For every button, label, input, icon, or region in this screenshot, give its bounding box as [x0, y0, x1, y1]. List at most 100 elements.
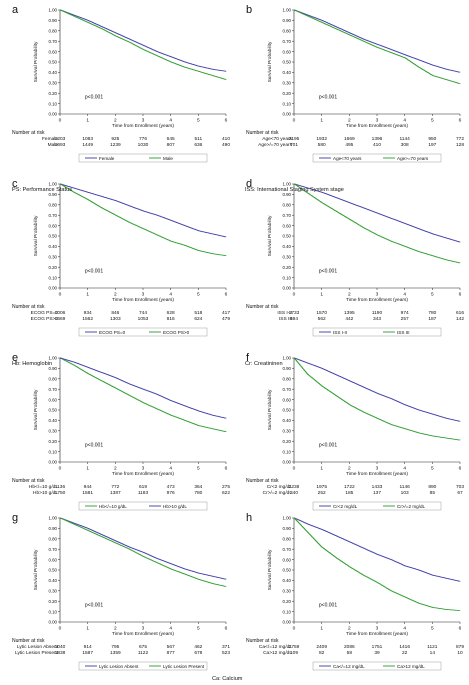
y-tick-label: 0.00: [48, 112, 57, 117]
risk-row-value: 1562: [82, 316, 93, 322]
risk-row-value: 511: [195, 136, 203, 142]
series-2-curve: [60, 517, 227, 587]
risk-row-value: 1722: [344, 484, 355, 490]
series-1-curve: [294, 517, 461, 582]
x-tick-label: 3: [142, 118, 145, 124]
x-tick-label: 5: [431, 118, 434, 124]
series-1-curve: [60, 183, 227, 238]
legend-label: Age>=70 years: [397, 156, 429, 161]
risk-row-label: Lytic Lesion Absent: [17, 644, 59, 650]
y-tick-label: 0.60: [48, 223, 57, 228]
legend: [312, 501, 442, 511]
risk-row-value: 1030: [138, 142, 149, 148]
risk-row-value: 67: [457, 490, 463, 496]
x-tick-label: 1: [86, 626, 89, 632]
y-tick-label: 0.40: [48, 70, 57, 75]
y-tick-label: 0.30: [282, 81, 291, 86]
risk-row-value: 1669: [344, 136, 355, 142]
risk-row-value: 636: [194, 142, 202, 148]
series-1-curve: [294, 183, 461, 243]
risk-row-label: ECOG PS>0: [31, 316, 59, 322]
y-tick-label: 0.50: [282, 568, 291, 573]
x-tick-label: 2: [114, 118, 117, 124]
y-tick-label: 0.90: [282, 366, 291, 371]
series-1-curve: [294, 357, 461, 422]
x-tick-label: 5: [197, 626, 200, 632]
risk-row-label: Hb>10 g/dL: [33, 490, 58, 496]
y-axis-label: Survival Probability: [267, 215, 273, 256]
y-tick-label: 0.60: [282, 223, 291, 228]
risk-row-value: 1239: [110, 142, 121, 148]
risk-row-value: 410: [222, 136, 230, 142]
y-tick-label: 0.50: [48, 408, 57, 413]
y-tick-label: 0.20: [282, 439, 291, 444]
y-tick-label: 0.90: [282, 526, 291, 531]
risk-row-label: Female: [42, 136, 58, 142]
series-2-curve: [60, 183, 227, 256]
x-axis-label: Time from Enrollment (years): [346, 123, 408, 129]
legend: [78, 501, 208, 511]
legend-label: ISS I-II: [333, 330, 347, 335]
risk-row-value: 187: [428, 316, 436, 322]
y-tick-label: 0.10: [282, 449, 291, 454]
risk-row-value: 2086: [344, 644, 355, 650]
risk-row-value: 1975: [316, 484, 327, 490]
legend-label: Age<70 years: [333, 156, 362, 161]
risk-row-value: 462: [194, 644, 202, 650]
y-tick-label: 0.90: [48, 192, 57, 197]
x-tick-label: 2: [348, 118, 351, 124]
x-tick-label: 5: [197, 292, 200, 298]
y-tick-label: 0.20: [282, 91, 291, 96]
y-tick-label: 0.40: [282, 578, 291, 583]
risk-row-value: 252: [318, 490, 326, 496]
x-tick-label: 1: [320, 292, 323, 298]
risk-row-value: 518: [194, 310, 202, 316]
y-tick-label: 0.30: [48, 429, 57, 434]
y-tick-label: 0.90: [282, 192, 291, 197]
risk-row-value: 479: [222, 316, 230, 322]
y-tick-label: 1.00: [282, 8, 291, 13]
y-tick-label: 0.60: [282, 49, 291, 54]
y-tick-label: 0.90: [48, 366, 57, 371]
y-tick-label: 0.80: [282, 203, 291, 208]
x-tick-label: 2: [114, 292, 117, 298]
y-tick-label: 0.00: [282, 620, 291, 625]
x-tick-label: 6: [459, 292, 462, 298]
legend-label: Cr>/=2 mg/dL: [397, 504, 426, 509]
x-tick-label: 5: [431, 292, 434, 298]
risk-row-value: 1693: [55, 142, 66, 148]
series-1-curve: [294, 9, 461, 73]
panel-letter: d: [246, 178, 252, 190]
y-tick-label: 0.00: [282, 460, 291, 465]
x-tick-label: 0: [59, 626, 62, 632]
x-tick-label: 2: [114, 466, 117, 472]
risk-row-value: 619: [139, 484, 147, 490]
y-axis-label: Survival Probability: [33, 41, 39, 82]
y-tick-label: 0.30: [282, 589, 291, 594]
risk-row-value: 275: [222, 484, 230, 490]
risk-row-value: 678: [194, 650, 202, 656]
y-tick-label: 0.20: [48, 439, 57, 444]
legend-label: Cr<2 mg/dL: [333, 504, 358, 509]
risk-row-value: 22: [402, 650, 408, 656]
x-tick-label: 4: [403, 292, 406, 298]
y-tick-label: 0.30: [282, 255, 291, 260]
y-tick-label: 0.20: [48, 91, 57, 96]
x-tick-label: 3: [376, 118, 379, 124]
panel-letter: b: [246, 4, 252, 16]
y-tick-label: 0.90: [282, 18, 291, 23]
risk-table-header: Number at risk: [246, 130, 279, 136]
y-tick-label: 0.70: [282, 39, 291, 44]
y-tick-label: 0.00: [48, 460, 57, 465]
risk-row-value: 364: [194, 484, 202, 490]
y-tick-label: 0.10: [282, 275, 291, 280]
legend-label: ECOG PS=0: [99, 330, 126, 335]
risk-row-label: Lytic Lesion Present: [15, 650, 59, 656]
risk-row-value: 1669: [55, 316, 66, 322]
risk-row-value: 85: [430, 490, 436, 496]
x-tick-label: 1: [86, 118, 89, 124]
risk-row-value: 473: [167, 484, 175, 490]
footnote-iss: ISS: International Staging System stage: [245, 187, 344, 193]
footnote-ps: PS: Performance Status: [12, 187, 73, 193]
